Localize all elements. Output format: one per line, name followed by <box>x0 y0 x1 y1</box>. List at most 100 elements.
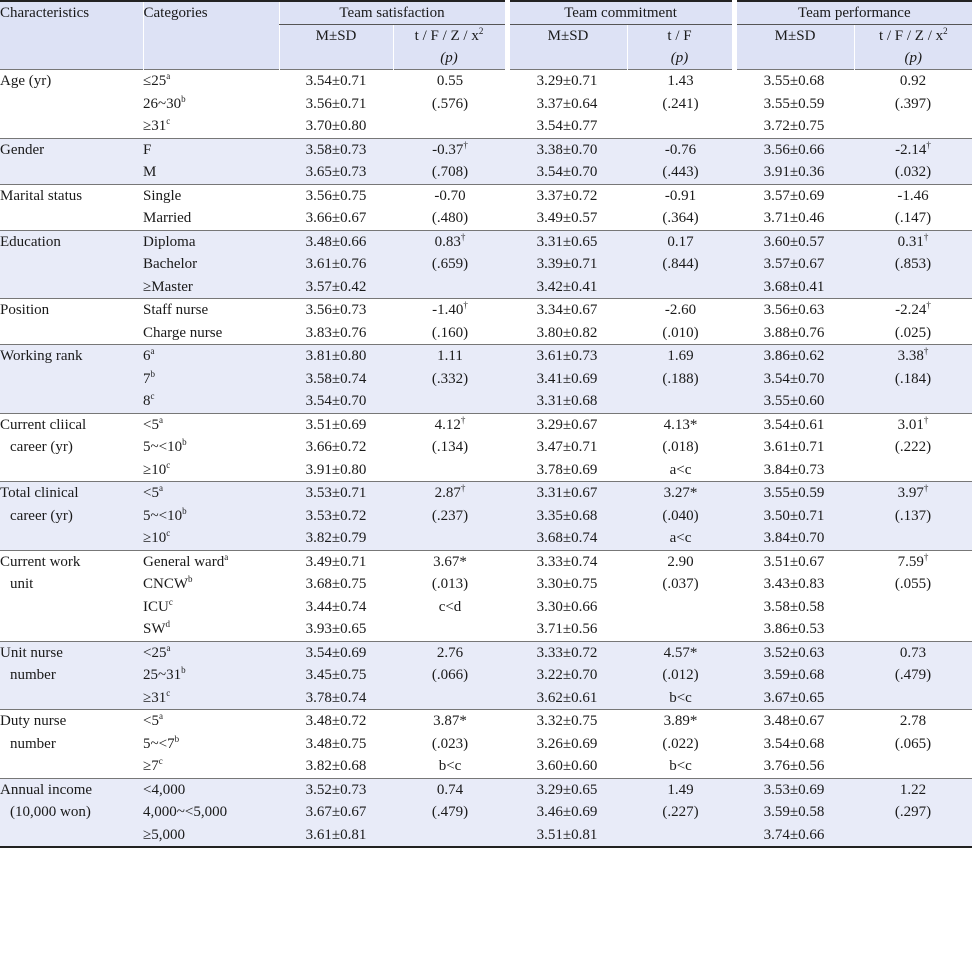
performance-msd-cell: 3.51±0.67 3.43±0.83 3.58±0.58 3.86±0.53 <box>734 549 855 641</box>
satisfaction-msd-value: 3.58±0.74 <box>305 370 367 387</box>
commitment-stat-header: t / F (p) <box>626 24 735 70</box>
category-superscript: b <box>182 505 187 516</box>
satisfaction-stat-line: (.480) <box>393 207 507 230</box>
commitment-stat-line: 4.57* <box>627 642 734 665</box>
performance-stat-value: -2.24 <box>895 302 927 318</box>
characteristic-label: number <box>10 667 56 683</box>
category-cell: <4,000 4,000~<5,000 ≥5,000 <box>143 777 279 847</box>
commitment-stat-value: 3.89* <box>663 713 698 729</box>
satisfaction-stat-cell: 1.11 (.332) <box>393 344 508 413</box>
performance-stat-line: (.147) <box>854 207 972 230</box>
commitment-msd-value: 3.30±0.75 <box>536 576 598 592</box>
category-item: 5~<10b <box>143 436 279 459</box>
commitment-stat-line: (.022) <box>627 733 734 756</box>
category-item: <5a <box>143 482 279 505</box>
commitment-stat-line: -0.91 <box>627 185 734 208</box>
satisfaction-stat-cell: -1.40† (.160) <box>393 298 508 345</box>
satisfaction-msd-value: 3.49±0.71 <box>305 553 367 570</box>
commitment-stat-line: 1.43 <box>627 70 734 93</box>
category-item: ≥10c <box>143 459 279 482</box>
satisfaction-msd-value: 3.68±0.75 <box>305 576 367 592</box>
satisfaction-stat-value: (.332) <box>431 370 469 387</box>
category-label: 26~30 <box>143 95 182 112</box>
satisfaction-stat-line: (.659) <box>393 253 507 276</box>
performance-stat-superscript: 2 <box>943 26 948 36</box>
performance-stat-cell: 2.78 (.065) <box>854 709 972 778</box>
performance-msd-cell: 3.55±0.68 3.55±0.59 3.72±0.75 <box>734 69 855 138</box>
commitment-msd-value: 3.68±0.74 <box>536 530 598 546</box>
satisfaction-msd-cell: 3.48±0.72 3.48±0.75 3.82±0.68 <box>279 709 393 778</box>
performance-stat-line: (.222) <box>854 436 972 459</box>
category-label: ≥5,000 <box>143 826 185 843</box>
commitment-msd-value: 3.37±0.72 <box>536 187 598 204</box>
satisfaction-msd-value: 3.91±0.80 <box>305 461 367 478</box>
satisfaction-stat-line: 0.55 <box>393 70 507 93</box>
commitment-p-label: (p) <box>670 50 689 66</box>
category-superscript: b <box>150 368 156 379</box>
category-superscript: a <box>158 711 163 721</box>
satisfaction-stat-value: 0.74 <box>436 781 464 798</box>
category-label: Charge nurse <box>143 324 223 341</box>
satisfaction-stat-value: -0.70 <box>434 187 466 204</box>
satisfaction-stat-line: -0.37† <box>393 139 507 162</box>
performance-msd-value: 3.60±0.57 <box>763 233 825 250</box>
satisfaction-stat-cell: 0.83† (.659) <box>393 229 508 299</box>
table-row: Education Diploma Bachelor ≥Master 3.48±0.66… <box>0 229 972 299</box>
category-superscript: c <box>150 391 155 401</box>
satisfaction-msd-cell: 3.53±0.71 3.53±0.72 3.82±0.79 <box>279 481 393 550</box>
characteristic-label: Duty nurse <box>0 713 67 729</box>
satisfaction-stat-cell: 3.87* (.023) b<c <box>393 709 508 778</box>
performance-msd-value: 3.74±0.66 <box>763 826 825 843</box>
satisfaction-stat-cell: 0.74 (.479) <box>393 777 508 847</box>
characteristic-cell: Unit nurse number <box>0 640 143 710</box>
statistics-table: Characteristics Categories Team satisfac… <box>0 0 972 848</box>
performance-stat-mark: † <box>923 483 929 493</box>
performance-msd-value: 3.57±0.67 <box>763 256 825 272</box>
category-label: ≥31 <box>143 118 167 134</box>
performance-stat-value: (.479) <box>894 667 932 683</box>
performance-stat-value: 0.92 <box>899 73 927 89</box>
performance-msd-value: 3.68±0.41 <box>763 278 825 295</box>
performance-stat-value: (.025) <box>894 324 932 341</box>
performance-msd-value: 3.54±0.70 <box>763 370 825 387</box>
characteristic-label: Unit nurse <box>0 644 63 661</box>
performance-stat-value: (.297) <box>894 804 932 820</box>
satisfaction-stat-cell: -0.70 (.480) <box>393 183 508 230</box>
commitment-stat-line: 2.90 <box>627 551 734 574</box>
category-cell: Diploma Bachelor ≥Master <box>143 229 279 299</box>
satisfaction-stat-cell: 2.87† (.237) <box>393 481 508 550</box>
satisfaction-msd-cell: 3.54±0.71 3.56±0.71 3.70±0.80 <box>279 69 393 138</box>
table-row: Position Staff nurse Charge nurse 3.56±0.73… <box>0 298 972 345</box>
performance-stat-value: 3.97 <box>897 485 924 501</box>
performance-stat-value: 2.78 <box>899 713 927 729</box>
commitment-stat-cell: 1.49 (.227) <box>627 777 735 847</box>
performance-msd-value: 3.53±0.69 <box>763 781 825 798</box>
performance-stat-value: 1.22 <box>899 781 927 798</box>
team-satisfaction-label: Team satisfaction <box>339 5 445 21</box>
commitment-stat-line: (.037) <box>627 573 734 596</box>
table-body: Age (yr) ≤25a 26~30b ≥31c 3.54±0.71 3.56±0.71… <box>0 69 972 847</box>
commitment-msd-value: 3.46±0.69 <box>536 804 598 820</box>
commitment-stat-value: (.018) <box>662 439 699 455</box>
characteristic-label: Current cliical <box>0 416 87 433</box>
commitment-msd-value: 3.62±0.61 <box>536 689 598 706</box>
satisfaction-stat-header: t / F / Z / x2 (p) <box>392 24 508 70</box>
team-performance-header: Team performance <box>731 1 972 25</box>
commitment-msd-cell: 3.32±0.75 3.26±0.69 3.60±0.60 <box>507 709 628 778</box>
commitment-msd-value: 3.51±0.81 <box>536 826 598 843</box>
commitment-stat-label: t / F <box>667 28 692 44</box>
category-superscript: a <box>224 551 229 562</box>
satisfaction-msd-value: 3.78±0.74 <box>305 689 367 706</box>
commitment-stat-value: (.241) <box>662 95 699 112</box>
satisfaction-stat-line: (.160) <box>393 322 507 345</box>
category-superscript: c <box>166 528 171 538</box>
category-item: ≥5,000 <box>143 824 279 847</box>
category-superscript: d <box>165 619 171 629</box>
commitment-stat-value: 4.57* <box>663 644 698 661</box>
satisfaction-stat-cell: 0.55 (.576) <box>393 69 508 138</box>
performance-stat-line: -1.46 <box>854 185 972 208</box>
characteristic-cell: Gender <box>0 137 143 184</box>
category-superscript: a <box>158 483 163 493</box>
category-label: 6 <box>143 348 151 364</box>
satisfaction-msd-header: M±SD <box>278 24 393 70</box>
